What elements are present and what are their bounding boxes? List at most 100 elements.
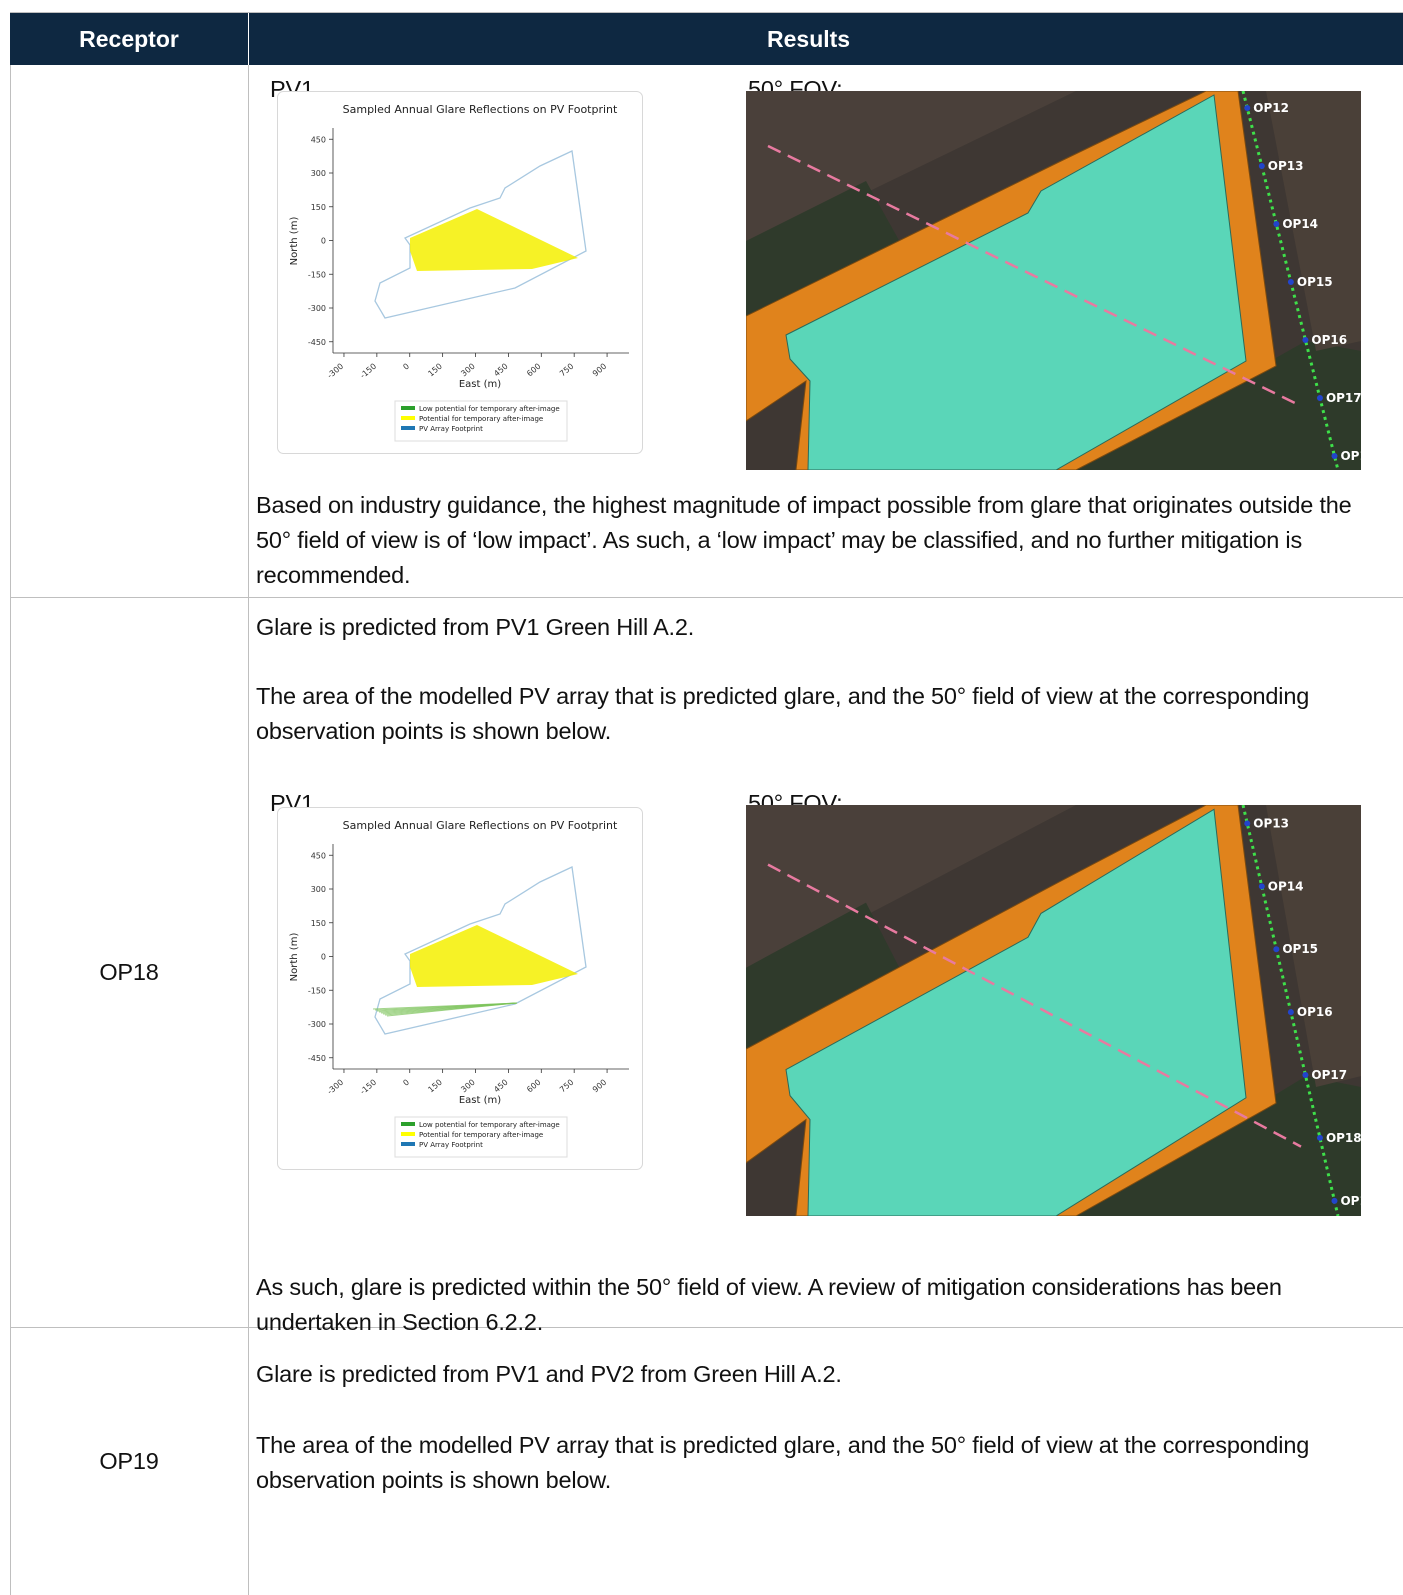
- legend-swatch: [401, 426, 415, 430]
- field: [1076, 1076, 1361, 1216]
- op-point: [1316, 395, 1323, 401]
- glare-ray: [386, 1002, 518, 1017]
- x-axis-label: East (m): [459, 379, 501, 390]
- op-point: [1302, 337, 1309, 343]
- op-label: OP17: [1326, 391, 1361, 405]
- field: [1266, 91, 1361, 351]
- fov-map: OP12 OP13 OP14 OP15 OP16 OP17 OP18: [746, 91, 1361, 470]
- op-label: OP16: [1311, 333, 1347, 347]
- chart-frame: [277, 807, 643, 1170]
- op-label: OP18: [1340, 449, 1361, 463]
- header-text: Results: [767, 25, 851, 52]
- op-point: [1331, 453, 1338, 459]
- glare-chart: Sampled Annual Glare Reflections on PV F…: [277, 807, 643, 1170]
- op-label: OP17: [1311, 1068, 1347, 1082]
- y-tick-label: 0: [321, 953, 326, 962]
- op-label: OP15: [1297, 275, 1333, 289]
- op-label: OP14: [1282, 217, 1318, 231]
- border: [10, 65, 11, 1595]
- chart-title: Sampled Annual Glare Reflections on PV F…: [343, 819, 618, 832]
- y-tick-label: -150: [308, 270, 326, 279]
- footprint: [374, 866, 587, 1035]
- header-cell: Receptor: [10, 13, 248, 65]
- border: [10, 12, 1403, 13]
- legend-frame: [394, 400, 568, 442]
- x-tick-label: 0: [401, 1078, 411, 1088]
- op-point: [1244, 105, 1251, 111]
- paragraph: Glare is predicted from PV1 Green Hill A…: [256, 614, 695, 640]
- border: [10, 1327, 1403, 1328]
- fov-map: OP13 OP14 OP15 OP16 OP17 OP18 OP1: [746, 805, 1361, 1216]
- legend-swatch: [401, 416, 415, 420]
- y-tick-label: 300: [311, 885, 326, 894]
- glare-chart: Sampled Annual Glare Reflections on PV F…: [277, 91, 643, 454]
- y-tick-label: -300: [308, 304, 326, 313]
- legend-label: PV Array Footprint: [419, 425, 483, 433]
- op-label: OP14: [1268, 879, 1304, 893]
- legend-label: Potential for temporary after-image: [419, 415, 543, 423]
- array-area: [785, 808, 1247, 1216]
- legend-label: Potential for temporary after-image: [419, 1131, 543, 1139]
- paragraph: Glare is predicted from PV1 and PV2 from…: [256, 1361, 842, 1387]
- x-axis-label: East (m): [459, 1095, 501, 1106]
- legend-label: PV Array Footprint: [419, 1141, 483, 1149]
- legend-swatch: [401, 1132, 415, 1136]
- paragraph: As such, glare is predicted within the 5…: [256, 1274, 1282, 1335]
- receptor: OP18: [99, 959, 159, 985]
- border: [248, 65, 249, 1595]
- op-point: [1316, 1134, 1323, 1141]
- fov-line: [767, 144, 1302, 408]
- legend-swatch: [401, 406, 415, 410]
- y-tick-label: 150: [311, 203, 326, 212]
- chart-title: Sampled Annual Glare Reflections on PV F…: [343, 103, 618, 116]
- op-point: [1331, 1197, 1338, 1204]
- field: [1076, 341, 1361, 470]
- op-label: OP13: [1253, 816, 1289, 830]
- op-label: OP13: [1268, 159, 1304, 173]
- y-tick-label: -300: [308, 1020, 326, 1029]
- y-tick-label: -450: [308, 338, 326, 347]
- route: [1241, 91, 1340, 470]
- array-area: [785, 94, 1247, 470]
- glare-area: [410, 925, 578, 987]
- receptor: OP19: [99, 1448, 159, 1474]
- op-point: [1258, 163, 1265, 169]
- header-cell: Results: [249, 13, 1403, 65]
- op-label: OP16: [1297, 1005, 1333, 1019]
- op-point: [1302, 1072, 1309, 1079]
- footprint: [374, 150, 587, 319]
- y-axis-label: North (m): [289, 217, 300, 266]
- y-axis-label: North (m): [289, 933, 300, 982]
- border: [10, 597, 1403, 598]
- y-tick-label: 450: [311, 851, 326, 860]
- op-label: OP1: [1340, 1194, 1361, 1208]
- y-tick-label: 450: [311, 135, 326, 144]
- legend-label: Low potential for temporary after-image: [419, 1121, 560, 1129]
- chart-frame: [277, 91, 643, 454]
- y-tick-label: 0: [321, 237, 326, 246]
- legend-frame: [394, 1116, 568, 1158]
- glare-area: [410, 209, 578, 271]
- paragraph: The area of the modelled PV array that i…: [256, 683, 1310, 744]
- x-tick-label: 0: [401, 362, 411, 372]
- fov-line: [767, 863, 1302, 1148]
- op-point: [1258, 883, 1265, 890]
- paragraph: The area of the modelled PV array that i…: [256, 1432, 1310, 1493]
- op-label: OP15: [1282, 942, 1318, 956]
- op-point: [1287, 279, 1294, 285]
- y-tick-label: -450: [308, 1054, 326, 1063]
- y-tick-label: 300: [311, 169, 326, 178]
- op-point: [1273, 221, 1280, 227]
- header-text: Receptor: [79, 25, 179, 52]
- op-point: [1287, 1009, 1294, 1016]
- legend-swatch: [401, 1122, 415, 1126]
- legend-swatch: [401, 1142, 415, 1146]
- paragraph: Based on industry guidance, the highest …: [256, 492, 1352, 588]
- field: [1266, 805, 1361, 1087]
- y-tick-label: -150: [308, 986, 326, 995]
- op-point: [1273, 946, 1280, 953]
- legend-label: Low potential for temporary after-image: [419, 405, 560, 413]
- y-tick-label: 150: [311, 919, 326, 928]
- op-point: [1244, 820, 1251, 827]
